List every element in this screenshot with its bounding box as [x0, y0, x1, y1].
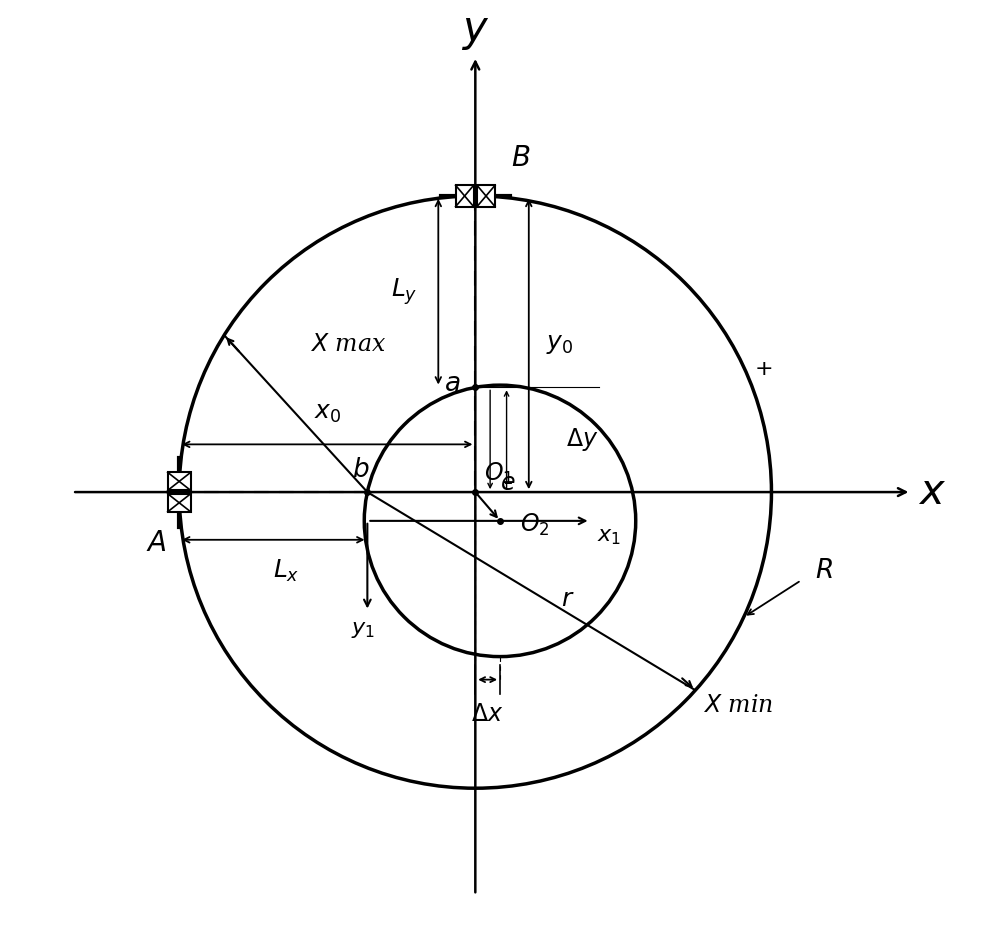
- Text: $a$: $a$: [444, 371, 461, 396]
- Text: $\mathit{x}$: $\mathit{x}$: [918, 471, 946, 513]
- Bar: [456, 185, 474, 207]
- Text: $O_2$: $O_2$: [520, 511, 549, 538]
- Text: $e$: $e$: [500, 472, 516, 495]
- Text: $L_y$: $L_y$: [391, 277, 417, 307]
- Text: $O_1$: $O_1$: [484, 461, 513, 487]
- Text: $r$: $r$: [561, 588, 575, 611]
- Text: $X$ max: $X$ max: [310, 333, 386, 355]
- Text: $x_1$: $x_1$: [597, 525, 621, 547]
- Text: $y_1$: $y_1$: [351, 618, 375, 640]
- Text: $+$: $+$: [754, 359, 772, 379]
- Text: $\Delta x$: $\Delta x$: [471, 703, 504, 726]
- Bar: [477, 185, 495, 207]
- Text: $R$: $R$: [815, 558, 833, 583]
- Bar: [168, 494, 191, 511]
- Text: $x_0$: $x_0$: [314, 402, 341, 424]
- Text: $\mathit{y}$: $\mathit{y}$: [461, 10, 489, 52]
- Text: $A$: $A$: [146, 529, 166, 556]
- Text: $L_x$: $L_x$: [273, 558, 299, 584]
- Text: $b$: $b$: [352, 456, 370, 482]
- Text: $y_0$: $y_0$: [546, 333, 574, 355]
- Bar: [168, 472, 191, 491]
- Text: $B$: $B$: [511, 146, 530, 172]
- Text: $\Delta y$: $\Delta y$: [566, 426, 598, 453]
- Text: $X$ min: $X$ min: [703, 695, 774, 717]
